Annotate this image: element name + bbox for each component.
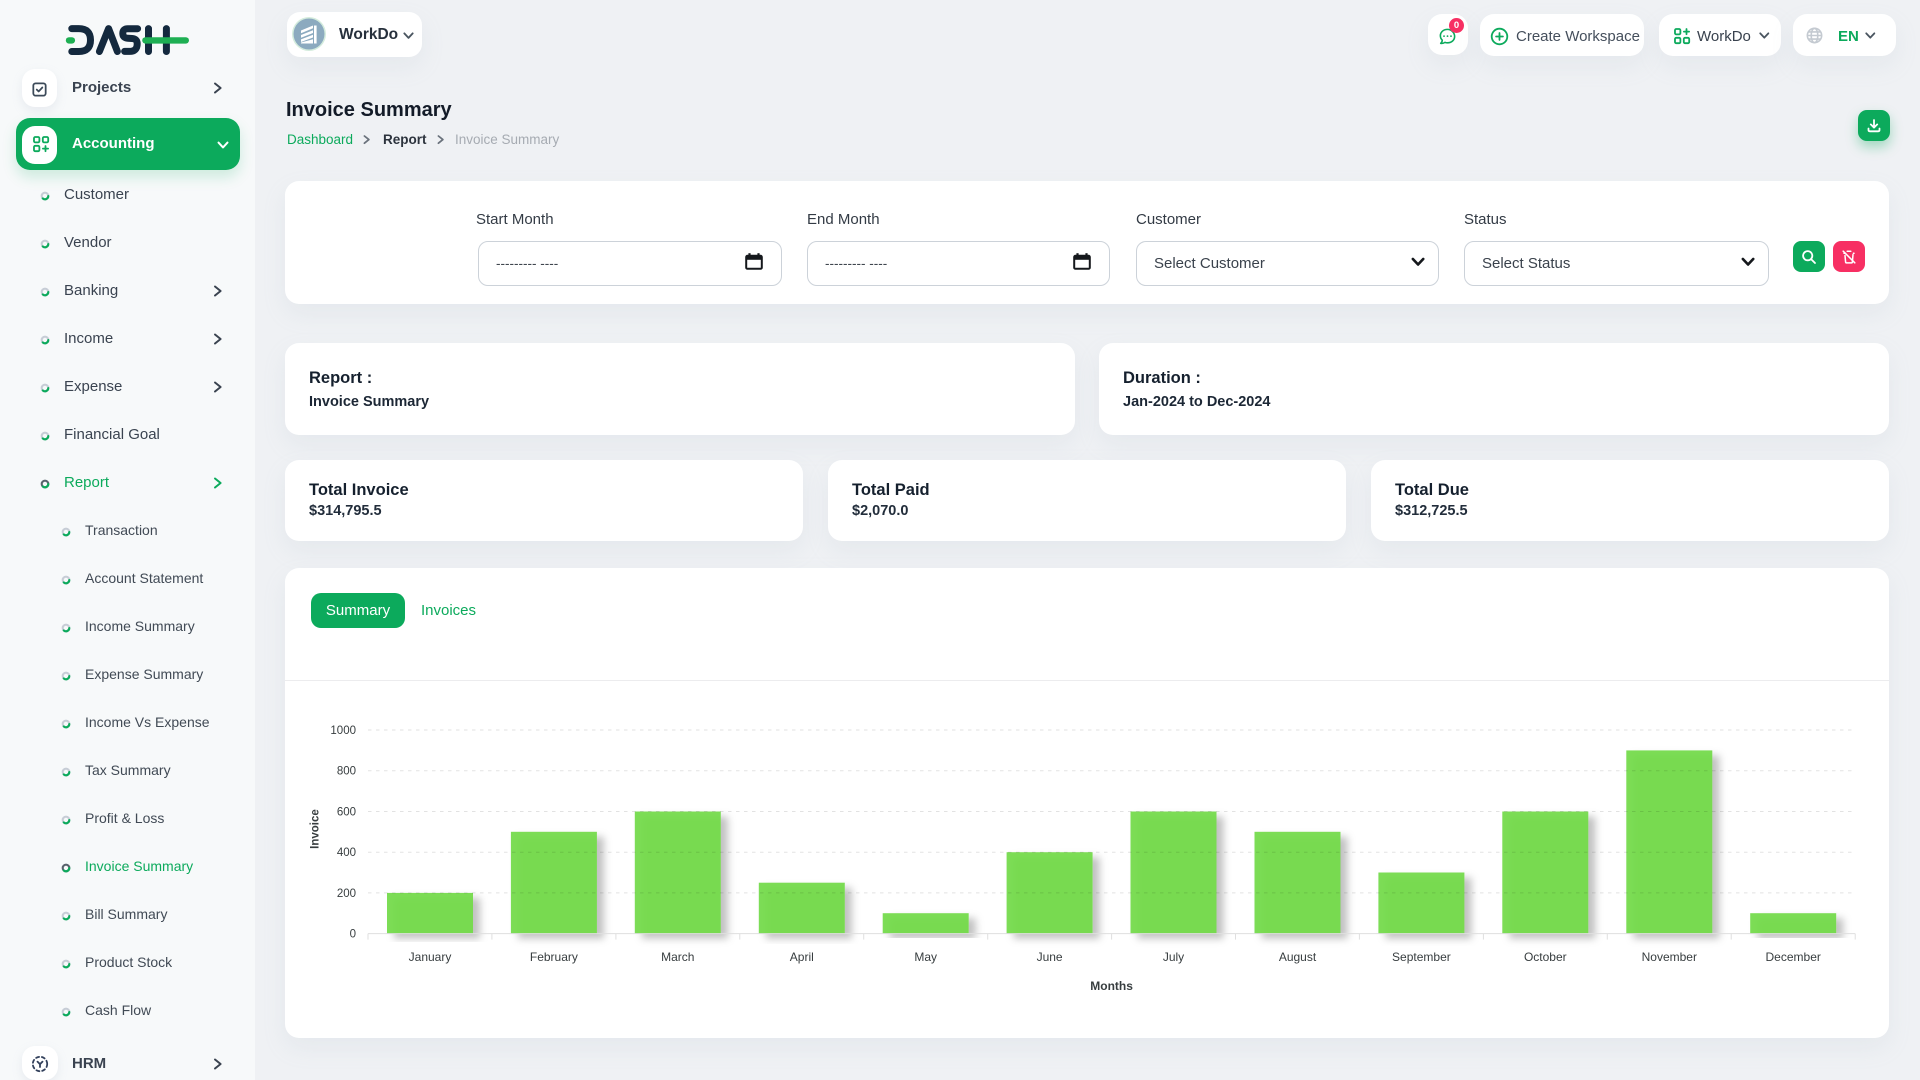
svg-text:400: 400	[337, 847, 356, 859]
svg-text:Months: Months	[1090, 979, 1133, 993]
svg-text:August: August	[1279, 950, 1317, 964]
svg-text:600: 600	[337, 807, 356, 819]
svg-text:November: November	[1642, 950, 1697, 964]
svg-text:800: 800	[337, 766, 356, 778]
svg-text:July: July	[1163, 950, 1184, 964]
svg-text:March: March	[661, 950, 694, 964]
svg-text:200: 200	[337, 888, 356, 900]
svg-text:February: February	[530, 950, 578, 964]
svg-text:Invoice: Invoice	[310, 809, 322, 849]
svg-text:October: October	[1524, 950, 1567, 964]
svg-text:June: June	[1037, 950, 1063, 964]
svg-text:0: 0	[350, 929, 356, 941]
svg-text:1000: 1000	[330, 725, 356, 737]
svg-text:September: September	[1392, 950, 1451, 964]
svg-text:April: April	[790, 950, 814, 964]
svg-text:May: May	[914, 950, 937, 964]
svg-text:December: December	[1766, 950, 1821, 964]
svg-text:January: January	[409, 950, 452, 964]
